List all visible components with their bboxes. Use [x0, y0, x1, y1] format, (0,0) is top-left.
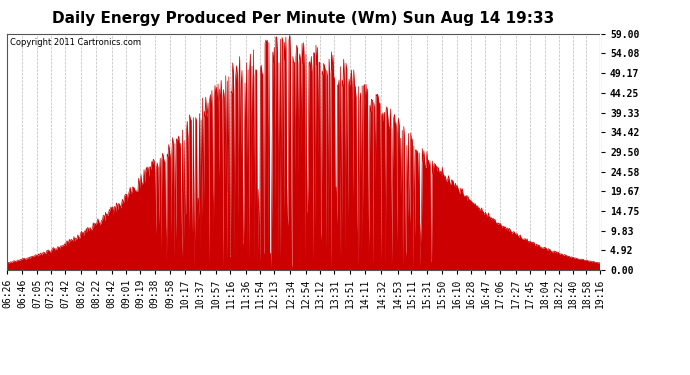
Text: Copyright 2011 Cartronics.com: Copyright 2011 Cartronics.com — [10, 39, 141, 48]
Text: Daily Energy Produced Per Minute (Wm) Sun Aug 14 19:33: Daily Energy Produced Per Minute (Wm) Su… — [52, 11, 555, 26]
